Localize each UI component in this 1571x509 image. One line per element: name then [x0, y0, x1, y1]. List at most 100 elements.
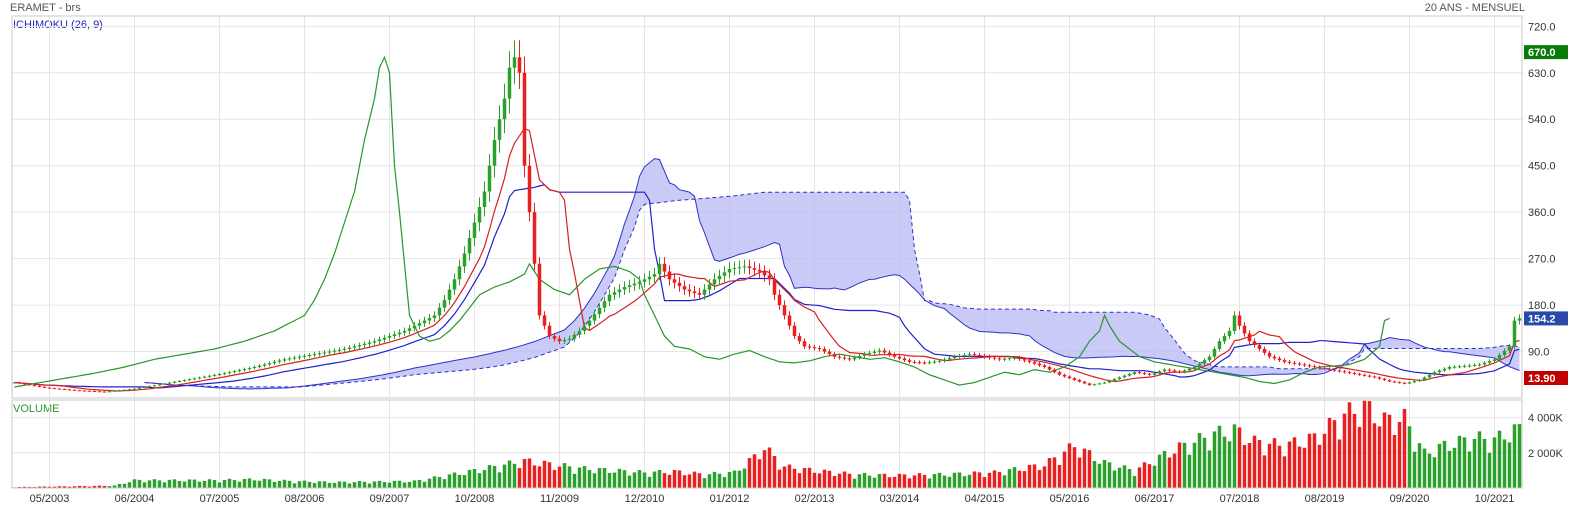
volume-bar	[297, 481, 302, 488]
price-tick-label: 180.0	[1528, 300, 1556, 312]
volume-bar	[367, 483, 372, 488]
candle-body	[187, 379, 192, 381]
volume-bar	[347, 483, 352, 488]
candle-body	[882, 350, 887, 353]
last-price-badge-text: 154.2	[1528, 313, 1556, 325]
candle-body	[417, 323, 422, 326]
volume-bar	[867, 475, 872, 488]
volume-bar	[897, 473, 902, 488]
candle-body	[277, 360, 282, 362]
candle-body	[482, 191, 487, 207]
volume-bar	[177, 481, 182, 488]
candle-body	[887, 352, 892, 355]
candle-body	[182, 380, 187, 382]
candle-body	[507, 67, 512, 99]
candle-body	[62, 388, 67, 390]
volume-bar	[22, 486, 27, 488]
volume-bar	[1272, 438, 1277, 488]
volume-bar	[597, 468, 602, 488]
volume-bar	[1417, 443, 1422, 488]
candle-body	[497, 119, 502, 140]
volume-bar	[1422, 448, 1427, 488]
volume-bar	[607, 472, 612, 488]
candle-body	[352, 346, 357, 348]
time-tick-label: 10/2008	[455, 493, 495, 505]
candle-body	[1432, 372, 1437, 375]
chart-period[interactable]: 20 ANS - MENSUEL	[1424, 2, 1525, 14]
candle-body	[477, 207, 482, 223]
price-tick-label: 630.0	[1528, 68, 1556, 80]
volume-bar	[1412, 451, 1417, 488]
candle-body	[1102, 382, 1107, 384]
candle-body	[1157, 371, 1162, 374]
candle-body	[472, 222, 477, 238]
candle-body	[862, 354, 867, 356]
candle-body	[897, 356, 902, 359]
volume-bar	[1162, 451, 1167, 488]
candle-body	[1052, 369, 1057, 373]
volume-bar	[762, 450, 767, 488]
volume-bar	[162, 482, 167, 488]
candle-body	[362, 343, 367, 346]
price-tick-label: 270.0	[1528, 254, 1556, 266]
volume-bar	[1482, 438, 1487, 488]
candle-body	[1417, 379, 1422, 382]
volume-bar	[57, 486, 62, 488]
candle-body	[1372, 376, 1377, 378]
candle-body	[1202, 360, 1207, 364]
volume-bar	[832, 475, 837, 488]
candle-body	[1277, 358, 1282, 361]
price-tick-label: 720.0	[1528, 21, 1556, 33]
candle-body	[822, 348, 827, 352]
candle-body	[137, 387, 142, 389]
volume-bar	[1122, 465, 1127, 488]
volume-bar	[617, 468, 622, 488]
volume-bar	[1007, 469, 1012, 488]
volume-bar	[647, 476, 652, 488]
candle-body	[932, 361, 937, 363]
candle-body	[42, 386, 47, 388]
volume-bar	[857, 474, 862, 488]
candle-body	[1487, 361, 1492, 363]
candle-body	[22, 383, 27, 385]
candle-body	[942, 359, 947, 361]
volume-bar	[47, 486, 52, 488]
candle-body	[577, 330, 582, 335]
volume-bar	[52, 486, 57, 488]
volume-bar	[952, 472, 957, 488]
candle-body	[1382, 378, 1387, 381]
candle-body	[657, 263, 662, 275]
candle-body	[307, 354, 312, 356]
volume-bar	[67, 486, 72, 488]
grid-lines	[12, 16, 1522, 488]
candle-body	[832, 354, 837, 357]
volume-bar	[1472, 438, 1477, 488]
volume-bar	[602, 467, 607, 488]
candle-body	[332, 350, 337, 352]
volume-bar	[1317, 444, 1322, 488]
volume-bar	[152, 479, 157, 488]
candle-body	[267, 363, 272, 365]
candle-body	[1267, 352, 1272, 357]
candle-body	[1467, 365, 1472, 367]
volume-bar	[1467, 451, 1472, 488]
candle-body	[692, 291, 697, 294]
candle-body	[1392, 381, 1397, 383]
volume-bar	[1477, 431, 1482, 488]
candle-body	[1047, 367, 1052, 370]
candle-body	[712, 279, 717, 285]
candle-body	[82, 390, 87, 392]
volume-bar	[657, 469, 662, 488]
volume-bar	[402, 482, 407, 488]
candle-body	[1422, 377, 1427, 380]
volume-bar	[462, 475, 467, 488]
candle-body	[842, 357, 847, 359]
volume-bar	[587, 470, 592, 488]
volume-bar	[497, 472, 502, 488]
candle-body	[1007, 358, 1012, 360]
candle-body	[1472, 364, 1477, 366]
candle-body	[937, 360, 942, 362]
volume-bar	[447, 474, 452, 488]
volume-bar	[1342, 413, 1347, 488]
